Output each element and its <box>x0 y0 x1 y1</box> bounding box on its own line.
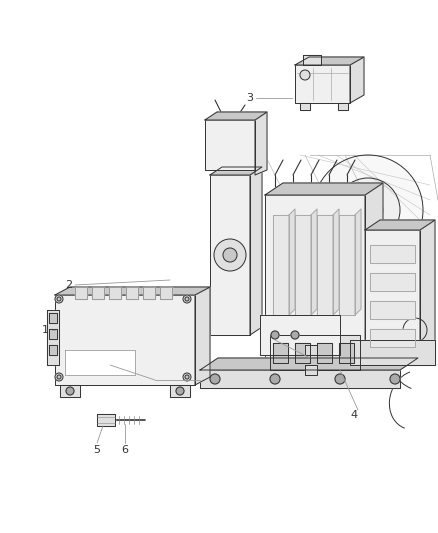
Text: 2: 2 <box>65 280 72 290</box>
Polygon shape <box>273 343 288 363</box>
Polygon shape <box>97 414 115 426</box>
Polygon shape <box>126 287 138 299</box>
Polygon shape <box>370 301 415 319</box>
Circle shape <box>223 248 237 262</box>
Circle shape <box>336 178 400 242</box>
Polygon shape <box>295 343 310 363</box>
Polygon shape <box>143 287 155 299</box>
Circle shape <box>270 374 280 384</box>
Polygon shape <box>317 343 332 363</box>
Polygon shape <box>338 103 348 110</box>
Polygon shape <box>370 273 415 291</box>
Text: 6: 6 <box>121 445 128 455</box>
Polygon shape <box>55 295 195 385</box>
Polygon shape <box>355 209 361 315</box>
Circle shape <box>313 155 423 265</box>
Circle shape <box>185 297 189 301</box>
Polygon shape <box>47 310 59 365</box>
Polygon shape <box>370 329 415 347</box>
Polygon shape <box>295 57 364 65</box>
Circle shape <box>183 373 191 381</box>
Text: 5: 5 <box>93 445 100 455</box>
Polygon shape <box>365 230 420 365</box>
Polygon shape <box>350 340 435 365</box>
Polygon shape <box>295 215 311 315</box>
Polygon shape <box>289 209 295 315</box>
Polygon shape <box>75 287 87 299</box>
Polygon shape <box>305 365 317 375</box>
Circle shape <box>55 373 63 381</box>
Circle shape <box>390 374 400 384</box>
Polygon shape <box>365 183 383 385</box>
Polygon shape <box>311 209 317 315</box>
Polygon shape <box>250 167 262 335</box>
Polygon shape <box>200 370 400 388</box>
Polygon shape <box>200 358 418 370</box>
Polygon shape <box>205 112 267 120</box>
Circle shape <box>214 239 246 271</box>
Circle shape <box>176 387 184 395</box>
Polygon shape <box>60 385 80 397</box>
Polygon shape <box>305 345 317 355</box>
Polygon shape <box>270 335 360 370</box>
Circle shape <box>353 195 383 225</box>
Polygon shape <box>317 215 333 315</box>
Polygon shape <box>49 329 57 339</box>
Polygon shape <box>255 112 267 175</box>
Polygon shape <box>370 245 415 263</box>
Polygon shape <box>339 343 354 363</box>
Polygon shape <box>295 65 350 103</box>
Circle shape <box>291 331 299 339</box>
Polygon shape <box>65 350 135 375</box>
Polygon shape <box>420 220 435 365</box>
Polygon shape <box>365 220 435 230</box>
Circle shape <box>335 374 345 384</box>
Polygon shape <box>265 195 365 385</box>
Text: 4: 4 <box>350 410 357 420</box>
Circle shape <box>66 387 74 395</box>
Polygon shape <box>260 315 340 355</box>
Polygon shape <box>49 345 57 355</box>
Circle shape <box>271 331 279 339</box>
Text: 3: 3 <box>246 93 253 103</box>
Polygon shape <box>303 55 321 65</box>
Polygon shape <box>92 287 104 299</box>
Circle shape <box>210 374 220 384</box>
Circle shape <box>57 375 61 379</box>
Circle shape <box>300 70 310 80</box>
Polygon shape <box>170 385 190 397</box>
Circle shape <box>185 375 189 379</box>
Polygon shape <box>195 287 210 385</box>
Polygon shape <box>339 215 355 315</box>
Circle shape <box>55 295 63 303</box>
Polygon shape <box>350 57 364 103</box>
Polygon shape <box>49 313 57 323</box>
Text: 1: 1 <box>42 325 49 335</box>
Polygon shape <box>273 215 289 315</box>
Polygon shape <box>109 287 121 299</box>
Polygon shape <box>205 120 255 170</box>
Polygon shape <box>265 183 383 195</box>
Polygon shape <box>55 287 210 295</box>
Polygon shape <box>333 209 339 315</box>
Polygon shape <box>210 167 262 175</box>
Polygon shape <box>210 175 250 335</box>
Polygon shape <box>160 287 172 299</box>
Circle shape <box>403 318 427 342</box>
Circle shape <box>183 295 191 303</box>
Circle shape <box>57 297 61 301</box>
Polygon shape <box>300 103 310 110</box>
